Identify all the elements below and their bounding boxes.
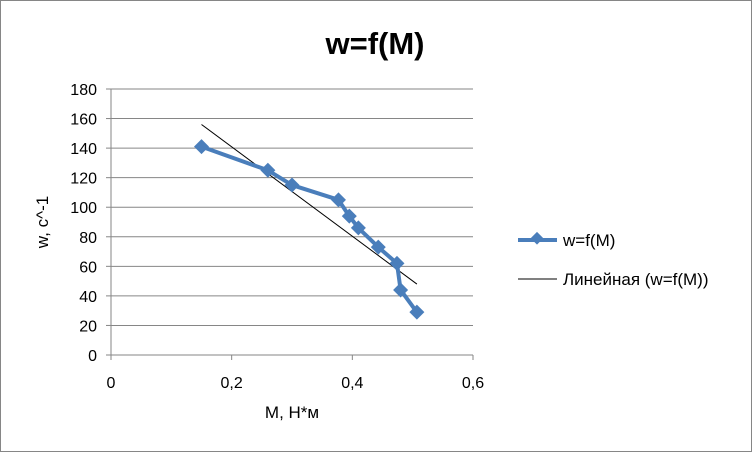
x-tick-label: 0,4 xyxy=(341,375,363,392)
legend-label-series-1: w=f(M) xyxy=(562,231,615,250)
y-tick-label: 140 xyxy=(70,141,97,158)
y-tick-label: 180 xyxy=(70,82,97,99)
y-axis-title: w, с^-1 xyxy=(33,196,52,249)
legend: w=f(M) Линейная (w=f(M)) xyxy=(518,231,709,289)
data-point xyxy=(409,304,425,320)
y-tick-label: 0 xyxy=(88,348,97,365)
axes xyxy=(106,88,474,360)
grid-lines xyxy=(111,88,473,326)
data-point xyxy=(389,255,405,271)
data-point xyxy=(350,220,366,236)
x-tick-labels: 0 0,2 0,4 0,6 xyxy=(107,375,485,392)
y-tick-label: 80 xyxy=(79,230,97,247)
chart-title: w=f(M) xyxy=(324,26,424,61)
data-point xyxy=(284,177,300,193)
series-line xyxy=(200,144,419,314)
x-tick-label: 0 xyxy=(107,375,116,392)
x-axis-title: M, Н*м xyxy=(265,403,319,422)
x-tick-label: 0,6 xyxy=(462,375,484,392)
y-tick-label: 100 xyxy=(70,200,97,217)
y-tick-label: 40 xyxy=(79,289,97,306)
data-point xyxy=(330,192,346,208)
y-tick-label: 60 xyxy=(79,259,97,276)
legend-marker-series-1 xyxy=(530,231,544,245)
y-tick-label: 120 xyxy=(70,171,97,188)
data-point xyxy=(393,282,409,298)
trendline xyxy=(201,124,418,285)
y-tick-labels: 0 20 40 60 80 100 120 140 160 180 xyxy=(70,82,97,365)
x-tick-label: 0,2 xyxy=(221,375,243,392)
data-point xyxy=(260,162,276,178)
data-point xyxy=(341,208,357,224)
legend-label-trendline: Линейная (w=f(M)) xyxy=(563,270,709,289)
y-tick-label: 20 xyxy=(79,318,97,335)
plot-series xyxy=(194,124,425,320)
data-point xyxy=(370,239,386,255)
y-tick-label: 160 xyxy=(70,112,97,129)
data-point xyxy=(194,139,209,155)
